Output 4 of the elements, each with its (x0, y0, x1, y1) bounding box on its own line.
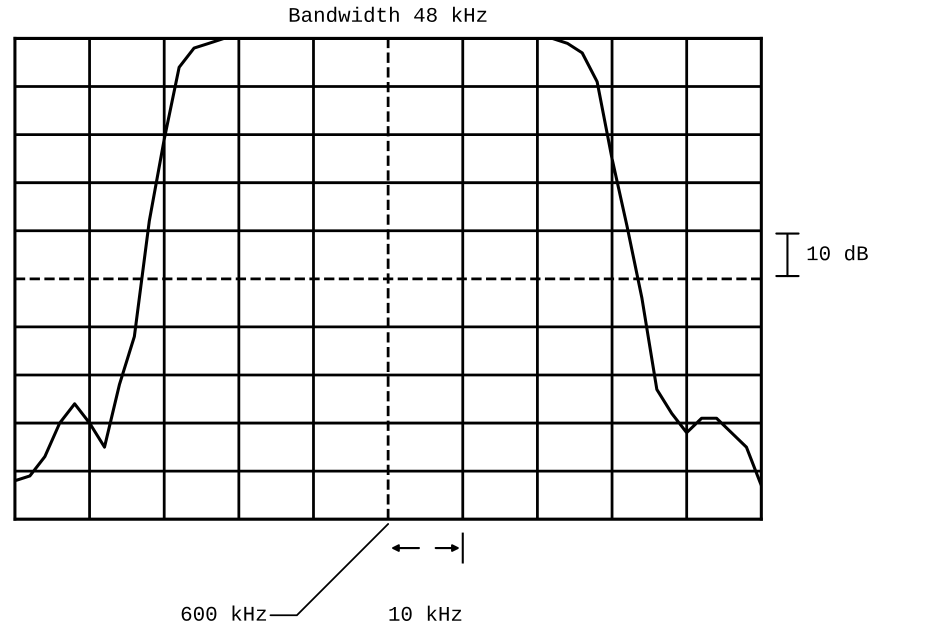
chart-title: Bandwidth 48 kHz (290, 6, 486, 22)
text: 10 kHz (389, 606, 462, 621)
text: 10 dB (808, 245, 868, 260)
text: 600 kHz (182, 606, 266, 621)
